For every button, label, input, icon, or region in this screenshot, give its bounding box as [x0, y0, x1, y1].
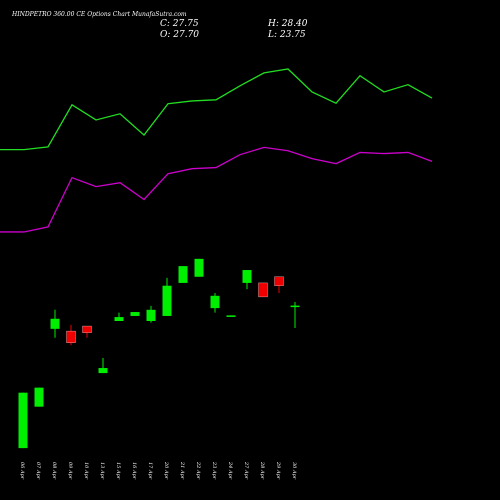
x-tick-label: 23 Apr [211, 461, 217, 480]
indicator-line [0, 146, 433, 233]
stat: O: 27.70 [160, 30, 199, 40]
x-tick-label: 28 Apr [259, 461, 265, 480]
candle-body [66, 330, 76, 343]
candle-body [114, 317, 124, 321]
stat: L: 23.75 [267, 30, 306, 40]
candle-body [194, 258, 204, 277]
candle-body [242, 270, 252, 283]
candle-body [226, 315, 236, 317]
x-tick-label: 24 Apr [227, 461, 233, 480]
x-tick-label: 15 Apr [115, 462, 121, 480]
candle-body [18, 392, 28, 449]
x-tick-label: 17 Apr [147, 462, 153, 480]
x-tick-label: 16 Apr [131, 462, 137, 480]
candle-body [290, 305, 300, 308]
stat: H: 28.40 [267, 19, 308, 29]
stat: C: 27.75 [160, 19, 199, 29]
x-tick-label: 10 Apr [83, 462, 89, 480]
x-tick-label: 13 Apr [99, 462, 105, 480]
candle-body [130, 312, 140, 316]
x-tick-label: 20 Apr [163, 461, 169, 480]
x-tick-label: 29 Apr [275, 461, 281, 480]
candle-body [34, 387, 44, 407]
x-tick-label: 09 Apr [67, 462, 73, 480]
x-tick-label: 06 Apr [19, 462, 25, 480]
x-tick-label: 07 Apr [35, 462, 41, 480]
candle-body [258, 282, 268, 298]
x-tick-label: 30 Apr [291, 462, 297, 480]
x-tick-label: 22 Apr [195, 461, 201, 480]
x-tick-label: 08 Apr [51, 462, 57, 480]
candle-body [210, 295, 220, 309]
chart-title: HINDPETRO 360.00 CE Options Chart Munafa… [11, 11, 187, 18]
candle-body [146, 309, 156, 321]
indicator-line [0, 68, 433, 151]
candle-body [82, 325, 92, 333]
candle-body [178, 266, 188, 283]
x-tick-label: 27 Apr [243, 461, 249, 480]
candle-body [98, 368, 108, 374]
candle-body [274, 276, 284, 286]
x-tick-label: 21 Apr [179, 461, 185, 480]
candle-body [162, 285, 172, 316]
candle-body [50, 318, 60, 329]
